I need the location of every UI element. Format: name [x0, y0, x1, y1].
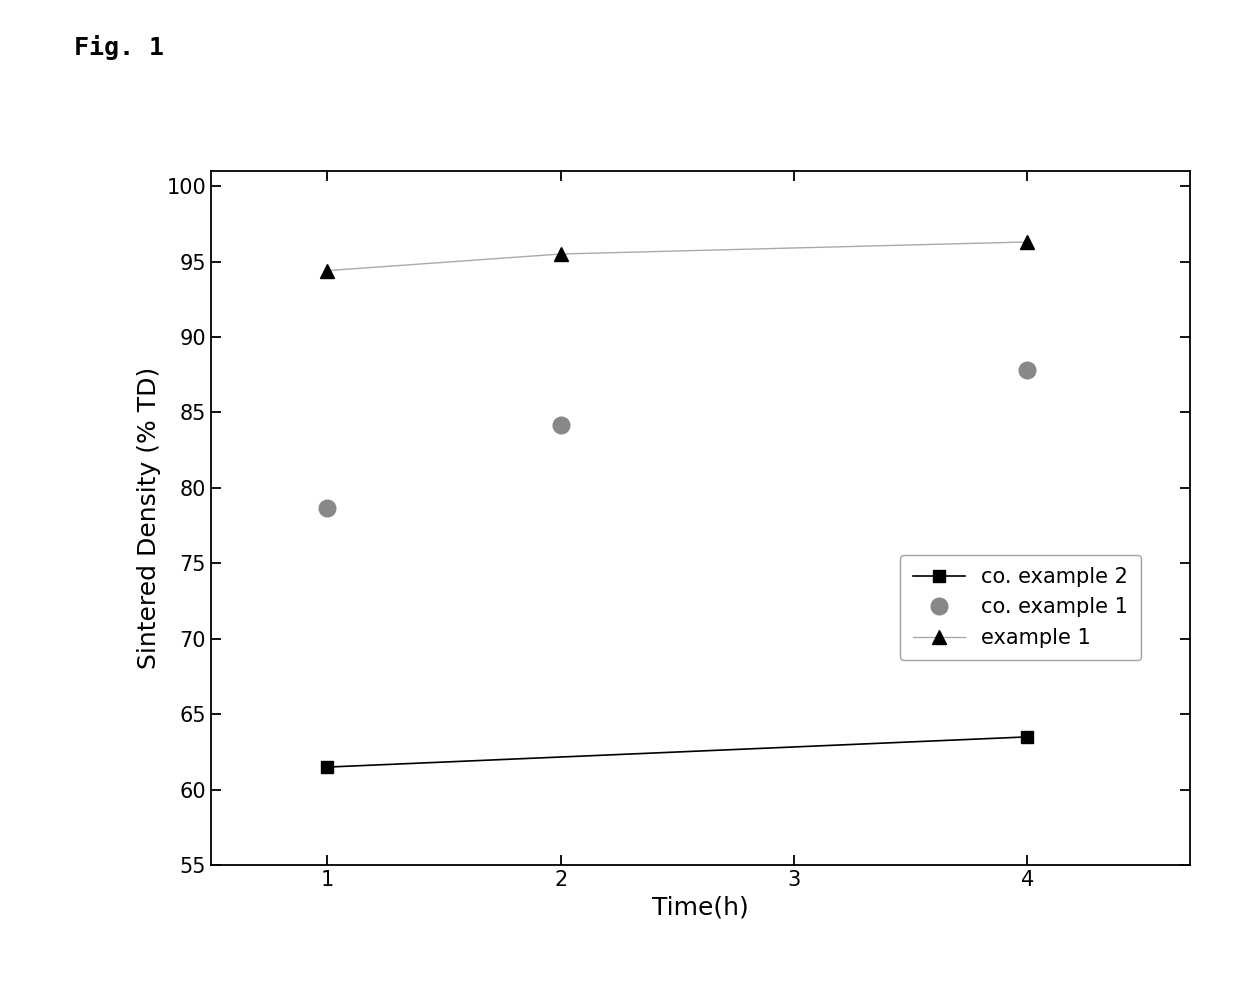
co. example 1: [553, 418, 568, 431]
Line: co. example 1: co. example 1: [319, 362, 1035, 516]
X-axis label: Time(h): Time(h): [652, 895, 749, 919]
example 1: [320, 265, 335, 277]
co. example 1: [1019, 364, 1034, 376]
co. example 2: [1019, 730, 1034, 742]
Line: example 1: example 1: [320, 235, 1034, 278]
Y-axis label: Sintered Density (% TD): Sintered Density (% TD): [136, 367, 161, 669]
co. example 2: [320, 762, 335, 774]
co. example 1: [320, 502, 335, 513]
example 1: [553, 248, 568, 261]
Line: co. example 2: co. example 2: [321, 730, 1033, 774]
Text: Fig. 1: Fig. 1: [74, 35, 165, 60]
example 1: [1019, 236, 1034, 248]
Legend: co. example 2, co. example 1, example 1: co. example 2, co. example 1, example 1: [900, 554, 1141, 660]
